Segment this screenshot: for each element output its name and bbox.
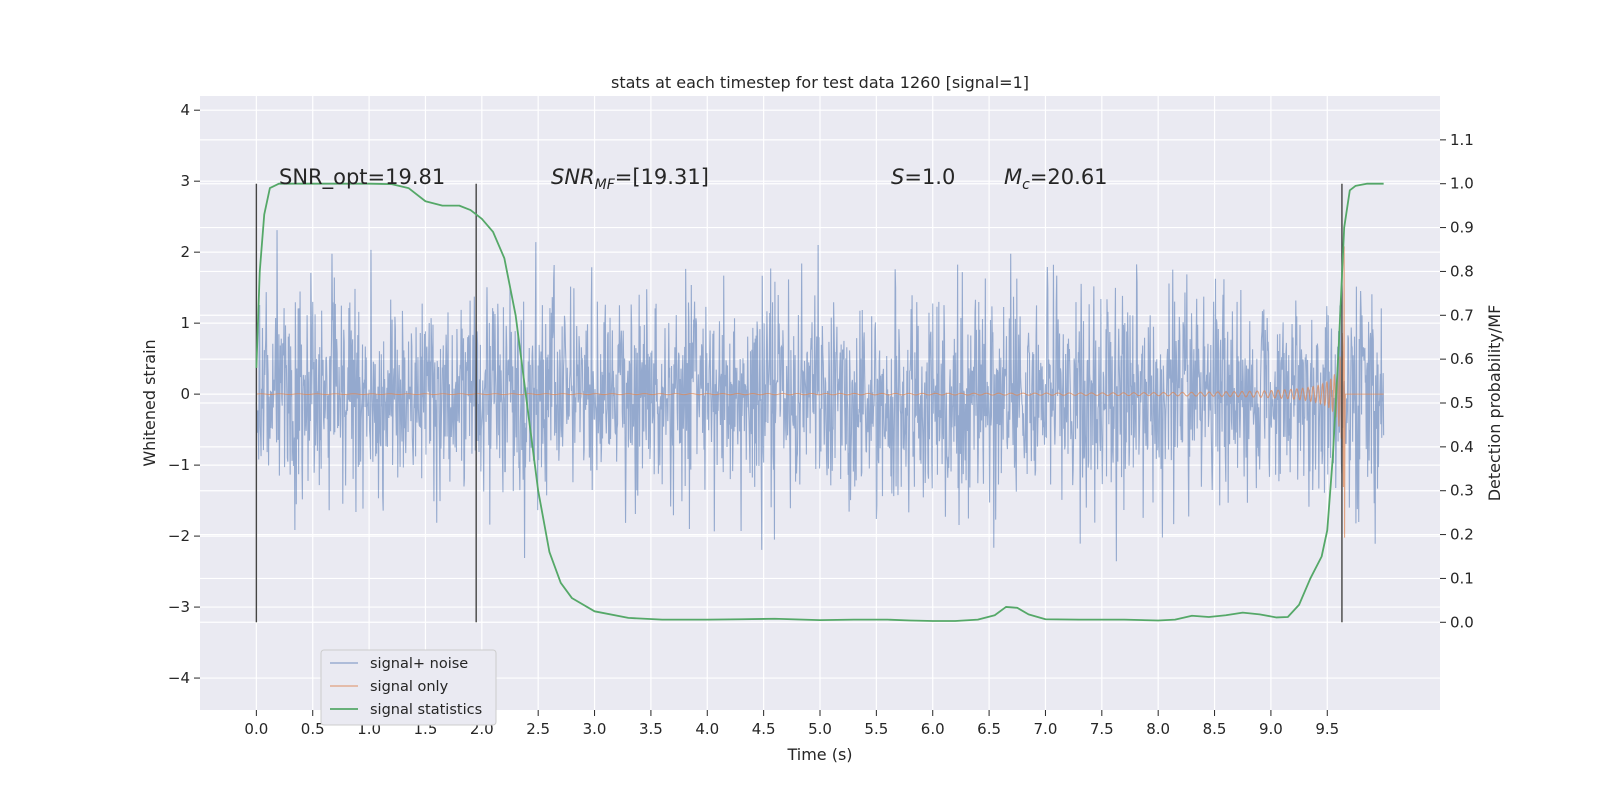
tick-label-x: 7.5 [1090,720,1114,738]
tick-label-right: 0.2 [1450,526,1474,544]
vertical-markers [255,183,1343,623]
legend-label-signal: signal only [370,679,449,695]
annotation-snr-mf: SNRMF=[19.31] [551,165,709,193]
chart-title: stats at each timestep for test data 126… [611,73,1029,92]
tick-label-right: 1.1 [1450,131,1474,149]
annotation-s: S=1.0 [891,165,955,189]
tick-label-right: 1.0 [1450,175,1474,193]
tick-label-left: −1 [168,456,190,474]
mc-symbol: M [1004,165,1022,189]
snr-mf-subscript: MF [595,177,616,193]
signal-plus-noise-line [255,230,1385,562]
tick-label-left: 2 [180,243,190,261]
tick-label-x: 8.5 [1203,720,1227,738]
tick-label-right: 0.3 [1450,482,1474,500]
tick-label-left: 0 [180,385,190,403]
tick-label-left: 3 [180,172,190,190]
tick-label-right: 0.4 [1450,438,1474,456]
tick-label-right: 0.1 [1450,569,1474,587]
signal-only-series [256,246,1384,538]
tick-label-x: 8.0 [1146,720,1170,738]
tick-label-right: 0.0 [1450,613,1474,631]
tick-label-left: 1 [180,314,190,332]
legend-label-statistics: signal statistics [370,702,482,718]
right-y-ticks: 1.1 1.0 0.9 0.8 0.7 0.6 0.5 0.4 0.3 0.2 0.1 0.0 [1440,131,1474,631]
tick-label-right: 0.9 [1450,219,1474,237]
annotation-snr-opt: SNR_opt=19.81 [279,165,445,190]
signal-only-line [256,246,1384,538]
legend: signal+ noise signal only signal statist… [320,649,497,726]
tick-label-x: 9.5 [1315,720,1339,738]
right-y-axis-label: Detection probability/MF [1485,305,1504,502]
tick-label-left: −4 [168,669,190,687]
legend-label-noise: signal+ noise [370,656,468,672]
tick-label-left: 4 [180,101,190,119]
x-axis-label: Time (s) [786,745,852,764]
tick-label-x: 0.0 [244,720,268,738]
legend-box [320,649,497,726]
signal-statistics-series [255,182,1384,622]
snr-mf-base: SNR [551,165,595,189]
s-value: =1.0 [904,165,955,189]
annotations: SNR_opt=19.81 SNRMF=[19.31] S=1.0 Mc=20.… [279,165,1108,193]
tick-label-x: 6.0 [921,720,945,738]
left-y-ticks: 4 3 2 1 0 −1 −2 −3 −4 [168,101,200,687]
tick-label-left: −3 [168,598,190,616]
tick-label-x: 4.0 [695,720,719,738]
tick-label-right: 0.5 [1450,394,1474,412]
tick-label-x: 6.5 [977,720,1001,738]
tick-label-x: 0.5 [301,720,325,738]
annotation-mc: Mc=20.61 [1004,165,1108,193]
tick-label-x: 2.5 [526,720,550,738]
tick-label-x: 5.0 [808,720,832,738]
snr-mf-value: =[19.31] [615,165,709,189]
signal-plus-noise-series [255,230,1385,562]
tick-label-x: 5.5 [864,720,888,738]
s-symbol: S [891,165,904,189]
tick-label-x: 4.5 [752,720,776,738]
mc-value: =20.61 [1030,165,1108,189]
mc-subscript: c [1022,177,1030,193]
tick-label-x: 7.0 [1034,720,1058,738]
tick-label-left: −2 [168,527,190,545]
tick-label-x: 3.0 [583,720,607,738]
signal-statistics-line [255,182,1384,622]
tick-label-x: 3.5 [639,720,663,738]
tick-label-right: 0.7 [1450,306,1474,324]
tick-label-right: 0.6 [1450,350,1474,368]
y-axis-label: Whitened strain [140,339,159,466]
tick-label-right: 0.8 [1450,262,1474,280]
tick-label-x: 9.0 [1259,720,1283,738]
